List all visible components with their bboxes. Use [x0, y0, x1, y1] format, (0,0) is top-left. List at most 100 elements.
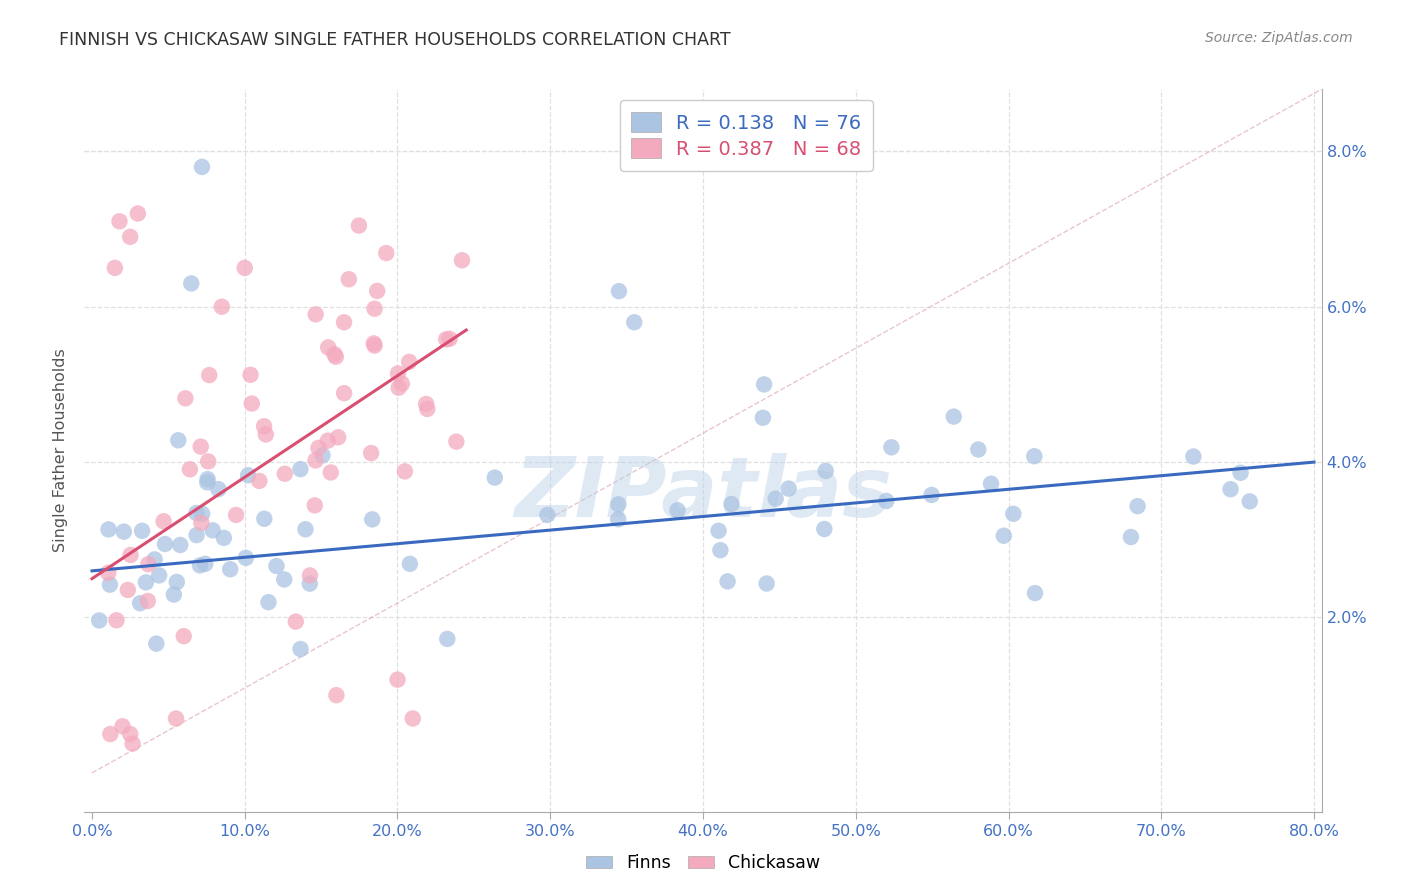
Legend: Finns, Chickasaw: Finns, Chickasaw [579, 847, 827, 879]
Point [333, 315, 356, 329]
Point [323, 347, 346, 361]
Point [1024, 586, 1046, 600]
Point [163, 588, 186, 602]
Point [191, 160, 214, 174]
Point [194, 557, 217, 571]
Point [235, 550, 257, 565]
Point [153, 537, 176, 551]
Y-axis label: Single Father Households: Single Father Households [53, 349, 69, 552]
Point [387, 367, 409, 381]
Point [402, 711, 425, 725]
Point [290, 462, 312, 476]
Point [233, 260, 256, 275]
Point [108, 214, 131, 228]
Point [188, 558, 211, 573]
Point [186, 506, 208, 520]
Point [436, 632, 458, 646]
Point [387, 673, 409, 687]
Point [120, 229, 142, 244]
Point [399, 557, 422, 571]
Point [716, 574, 738, 589]
Point [361, 512, 384, 526]
Point [198, 368, 221, 382]
Point [212, 531, 235, 545]
Point [375, 246, 398, 260]
Point [120, 727, 142, 741]
Point [97, 566, 120, 580]
Point [451, 253, 474, 268]
Point [253, 512, 276, 526]
Point [298, 576, 321, 591]
Point [880, 440, 903, 454]
Point [391, 376, 413, 391]
Point [191, 507, 214, 521]
Point [752, 377, 775, 392]
Point [778, 482, 800, 496]
Point [993, 529, 1015, 543]
Legend: R = 0.138   N = 76, R = 0.387   N = 68: R = 0.138 N = 76, R = 0.387 N = 68 [620, 101, 873, 170]
Point [337, 272, 360, 286]
Point [311, 448, 333, 462]
Point [290, 642, 312, 657]
Point [304, 499, 326, 513]
Point [173, 629, 195, 643]
Point [1239, 494, 1261, 508]
Point [398, 355, 420, 369]
Point [416, 401, 439, 416]
Point [294, 522, 316, 536]
Point [240, 396, 263, 410]
Point [316, 340, 339, 354]
Point [105, 613, 128, 627]
Point [145, 637, 167, 651]
Point [607, 512, 630, 526]
Point [921, 488, 943, 502]
Point [366, 284, 388, 298]
Point [284, 615, 307, 629]
Point [98, 727, 121, 741]
Point [169, 538, 191, 552]
Point [363, 301, 385, 316]
Point [152, 514, 174, 528]
Point [752, 410, 775, 425]
Point [207, 482, 229, 496]
Point [266, 559, 288, 574]
Point [814, 464, 837, 478]
Point [190, 440, 212, 454]
Point [415, 397, 437, 411]
Point [755, 576, 778, 591]
Point [439, 332, 461, 346]
Point [333, 386, 356, 401]
Point [536, 508, 558, 522]
Text: FINNISH VS CHICKASAW SINGLE FATHER HOUSEHOLDS CORRELATION CHART: FINNISH VS CHICKASAW SINGLE FATHER HOUSE… [59, 31, 731, 49]
Point [201, 524, 224, 538]
Point [319, 466, 342, 480]
Point [709, 543, 731, 558]
Point [197, 454, 219, 468]
Point [720, 497, 742, 511]
Point [875, 494, 897, 508]
Point [117, 582, 139, 597]
Point [186, 528, 208, 542]
Point [247, 474, 270, 488]
Point [97, 523, 120, 537]
Point [167, 434, 190, 448]
Point [666, 503, 689, 517]
Point [607, 284, 630, 298]
Point [179, 462, 201, 476]
Point [1219, 482, 1241, 496]
Point [305, 307, 328, 321]
Point [1024, 449, 1046, 463]
Point [360, 446, 382, 460]
Point [363, 336, 385, 351]
Text: Source: ZipAtlas.com: Source: ZipAtlas.com [1205, 31, 1353, 45]
Point [136, 594, 159, 608]
Point [254, 427, 277, 442]
Point [190, 516, 212, 530]
Point [148, 568, 170, 582]
Point [446, 434, 468, 449]
Point [1126, 499, 1149, 513]
Point [98, 577, 121, 591]
Point [135, 575, 157, 590]
Point [1229, 466, 1251, 480]
Point [765, 491, 787, 506]
